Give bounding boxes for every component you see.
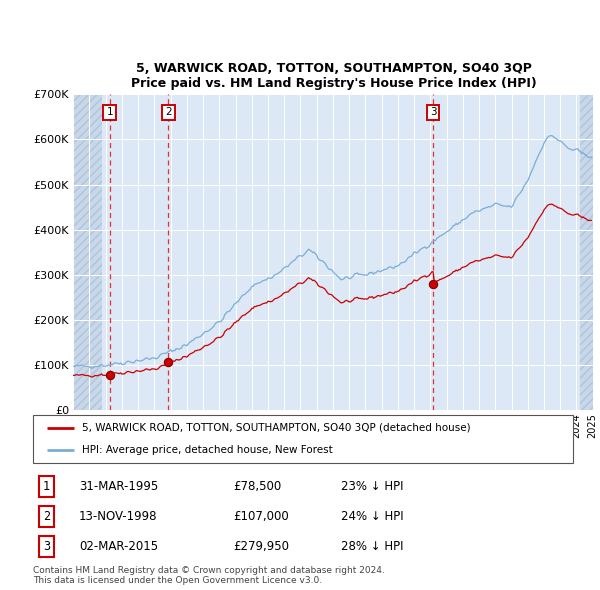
Text: £107,000: £107,000 bbox=[233, 510, 289, 523]
Title: 5, WARWICK ROAD, TOTTON, SOUTHAMPTON, SO40 3QP
Price paid vs. HM Land Registry's: 5, WARWICK ROAD, TOTTON, SOUTHAMPTON, SO… bbox=[131, 63, 536, 90]
Text: £78,500: £78,500 bbox=[233, 480, 281, 493]
Text: 2: 2 bbox=[165, 107, 172, 117]
Text: 3: 3 bbox=[43, 540, 50, 553]
Text: 23% ↓ HPI: 23% ↓ HPI bbox=[341, 480, 403, 493]
Text: 28% ↓ HPI: 28% ↓ HPI bbox=[341, 540, 403, 553]
Text: 02-MAR-2015: 02-MAR-2015 bbox=[79, 540, 158, 553]
Text: 1: 1 bbox=[106, 107, 113, 117]
Text: 13-NOV-1998: 13-NOV-1998 bbox=[79, 510, 157, 523]
Text: 3: 3 bbox=[430, 107, 436, 117]
Text: 24% ↓ HPI: 24% ↓ HPI bbox=[341, 510, 403, 523]
Text: 2: 2 bbox=[43, 510, 50, 523]
Text: 31-MAR-1995: 31-MAR-1995 bbox=[79, 480, 158, 493]
Text: 1: 1 bbox=[43, 480, 50, 493]
Text: Contains HM Land Registry data © Crown copyright and database right 2024.
This d: Contains HM Land Registry data © Crown c… bbox=[33, 566, 385, 585]
Text: HPI: Average price, detached house, New Forest: HPI: Average price, detached house, New … bbox=[82, 445, 332, 455]
Text: 5, WARWICK ROAD, TOTTON, SOUTHAMPTON, SO40 3QP (detached house): 5, WARWICK ROAD, TOTTON, SOUTHAMPTON, SO… bbox=[82, 423, 470, 433]
Text: £279,950: £279,950 bbox=[233, 540, 289, 553]
